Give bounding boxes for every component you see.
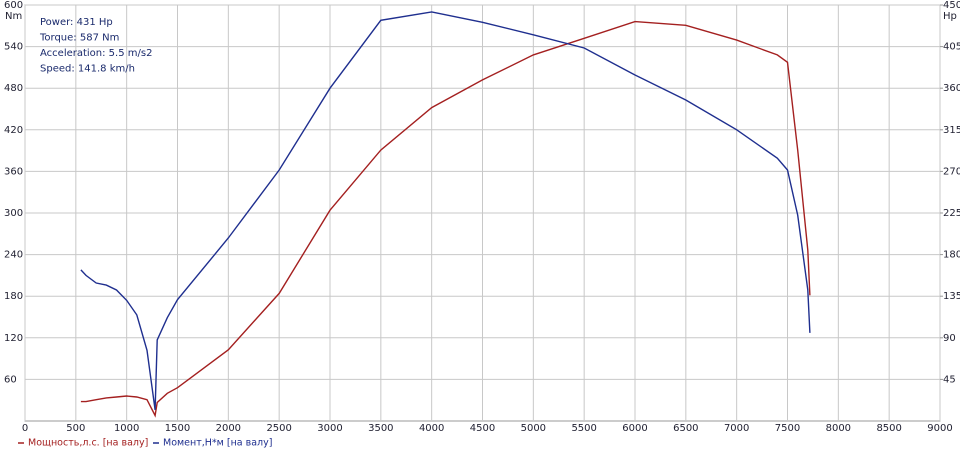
y2-tick-label: 45 (943, 374, 956, 385)
y2-tick-label: 225 (943, 208, 960, 219)
info-text: Torque: 587 Nm (39, 33, 119, 44)
x-tick-label: 8000 (826, 423, 851, 434)
y-tick-label: 60 (4, 374, 17, 385)
y2-tick-label: 180 (943, 250, 960, 261)
x-tick-label: 3500 (368, 423, 393, 434)
x-tick-label: 6500 (673, 423, 698, 434)
y-tick-label: 240 (4, 250, 23, 261)
x-tick-label: 9000 (927, 423, 952, 434)
y2-tick-label: 315 (943, 125, 960, 136)
y2-axis-unit: Hp (943, 11, 957, 22)
x-tick-label: 5500 (571, 423, 596, 434)
y2-tick-label: 270 (943, 166, 960, 177)
x-tick-label: 2000 (216, 423, 241, 434)
series-line (80, 11, 811, 410)
series-line (80, 20, 811, 418)
x-tick-label: 7500 (775, 423, 800, 434)
x-tick-label: 6000 (622, 423, 647, 434)
y-axis-unit: Nm (5, 11, 22, 22)
legend-label: Мощность,л.с. [на валу] (28, 438, 148, 449)
x-tick-label: 500 (66, 423, 85, 434)
x-tick-label: 5000 (521, 423, 546, 434)
y-tick-label: 420 (4, 125, 23, 136)
x-tick-label: 2500 (266, 423, 291, 434)
y2-tick-label: 405 (943, 42, 960, 53)
y-tick-label: 180 (4, 291, 23, 302)
x-tick-label: 0 (22, 423, 28, 434)
x-tick-label: 7000 (724, 423, 749, 434)
x-tick-label: 8500 (876, 423, 901, 434)
y2-tick-label: 450 (943, 0, 960, 11)
y-tick-label: 360 (4, 166, 23, 177)
y2-tick-label: 135 (943, 291, 960, 302)
y-tick-label: 480 (4, 83, 23, 94)
info-text: Speed: 141.8 km/h (40, 64, 135, 75)
y2-tick-label: 90 (943, 333, 956, 344)
x-tick-label: 3000 (317, 423, 342, 434)
x-tick-label: 4000 (419, 423, 444, 434)
y-tick-label: 540 (4, 42, 23, 53)
info-text: Power: 431 Hp (40, 17, 113, 28)
y-tick-label: 600 (4, 0, 23, 11)
y2-tick-label: 360 (943, 83, 960, 94)
legend-label: Момент,Н*м [на валу] (163, 438, 272, 449)
y-tick-label: 120 (4, 333, 23, 344)
info-text: Acceleration: 5.5 m/s2 (40, 48, 152, 59)
x-tick-label: 4500 (470, 423, 495, 434)
x-tick-label: 1000 (114, 423, 139, 434)
x-tick-label: 1500 (165, 423, 190, 434)
y-tick-label: 300 (4, 208, 23, 219)
